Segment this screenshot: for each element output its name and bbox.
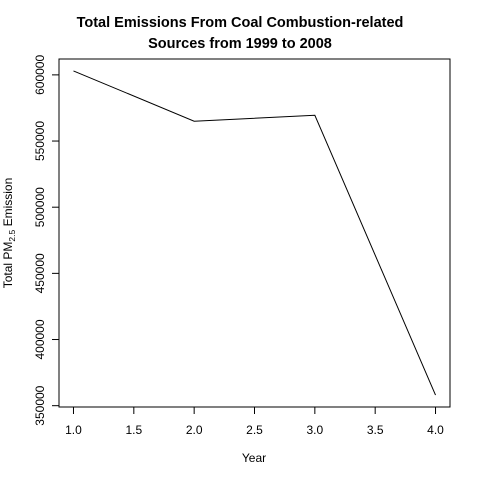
x-tick-label: 1.5 xyxy=(125,423,142,437)
y-axis-label-main: Total PM xyxy=(1,242,15,289)
x-axis-label: Year xyxy=(242,451,266,465)
y-axis-label-suffix: Emission xyxy=(1,178,15,230)
y-axis-label: Total PM2.5 Emission xyxy=(1,178,17,289)
y-tick-label: 350000 xyxy=(33,385,47,425)
y-axis: 350000 400000 450000 500000 550000 600000 xyxy=(33,55,60,426)
chart-title-line-2: Sources from 1999 to 2008 xyxy=(148,36,332,52)
x-tick-label: 2.0 xyxy=(186,423,203,437)
x-tick-label: 4.0 xyxy=(427,423,444,437)
chart-title-line-1: Total Emissions From Coal Combustion-rel… xyxy=(77,15,404,31)
y-tick-label: 450000 xyxy=(33,253,47,293)
y-tick-label: 500000 xyxy=(33,187,47,227)
x-tick-label: 3.5 xyxy=(367,423,384,437)
x-tick-label: 2.5 xyxy=(246,423,263,437)
x-tick-label: 3.0 xyxy=(306,423,323,437)
series-line xyxy=(73,70,436,396)
y-axis-label-subscript: 2.5 xyxy=(7,229,17,241)
y-tick-label: 600000 xyxy=(33,55,47,95)
series-layer xyxy=(73,70,436,396)
plot-frame xyxy=(58,58,451,408)
y-tick-label: 400000 xyxy=(33,319,47,359)
x-tick-label: 1.0 xyxy=(65,423,82,437)
y-tick-label: 550000 xyxy=(33,121,47,161)
x-axis: 1.0 1.5 2.0 2.5 3.0 3.5 4.0 xyxy=(65,406,444,437)
